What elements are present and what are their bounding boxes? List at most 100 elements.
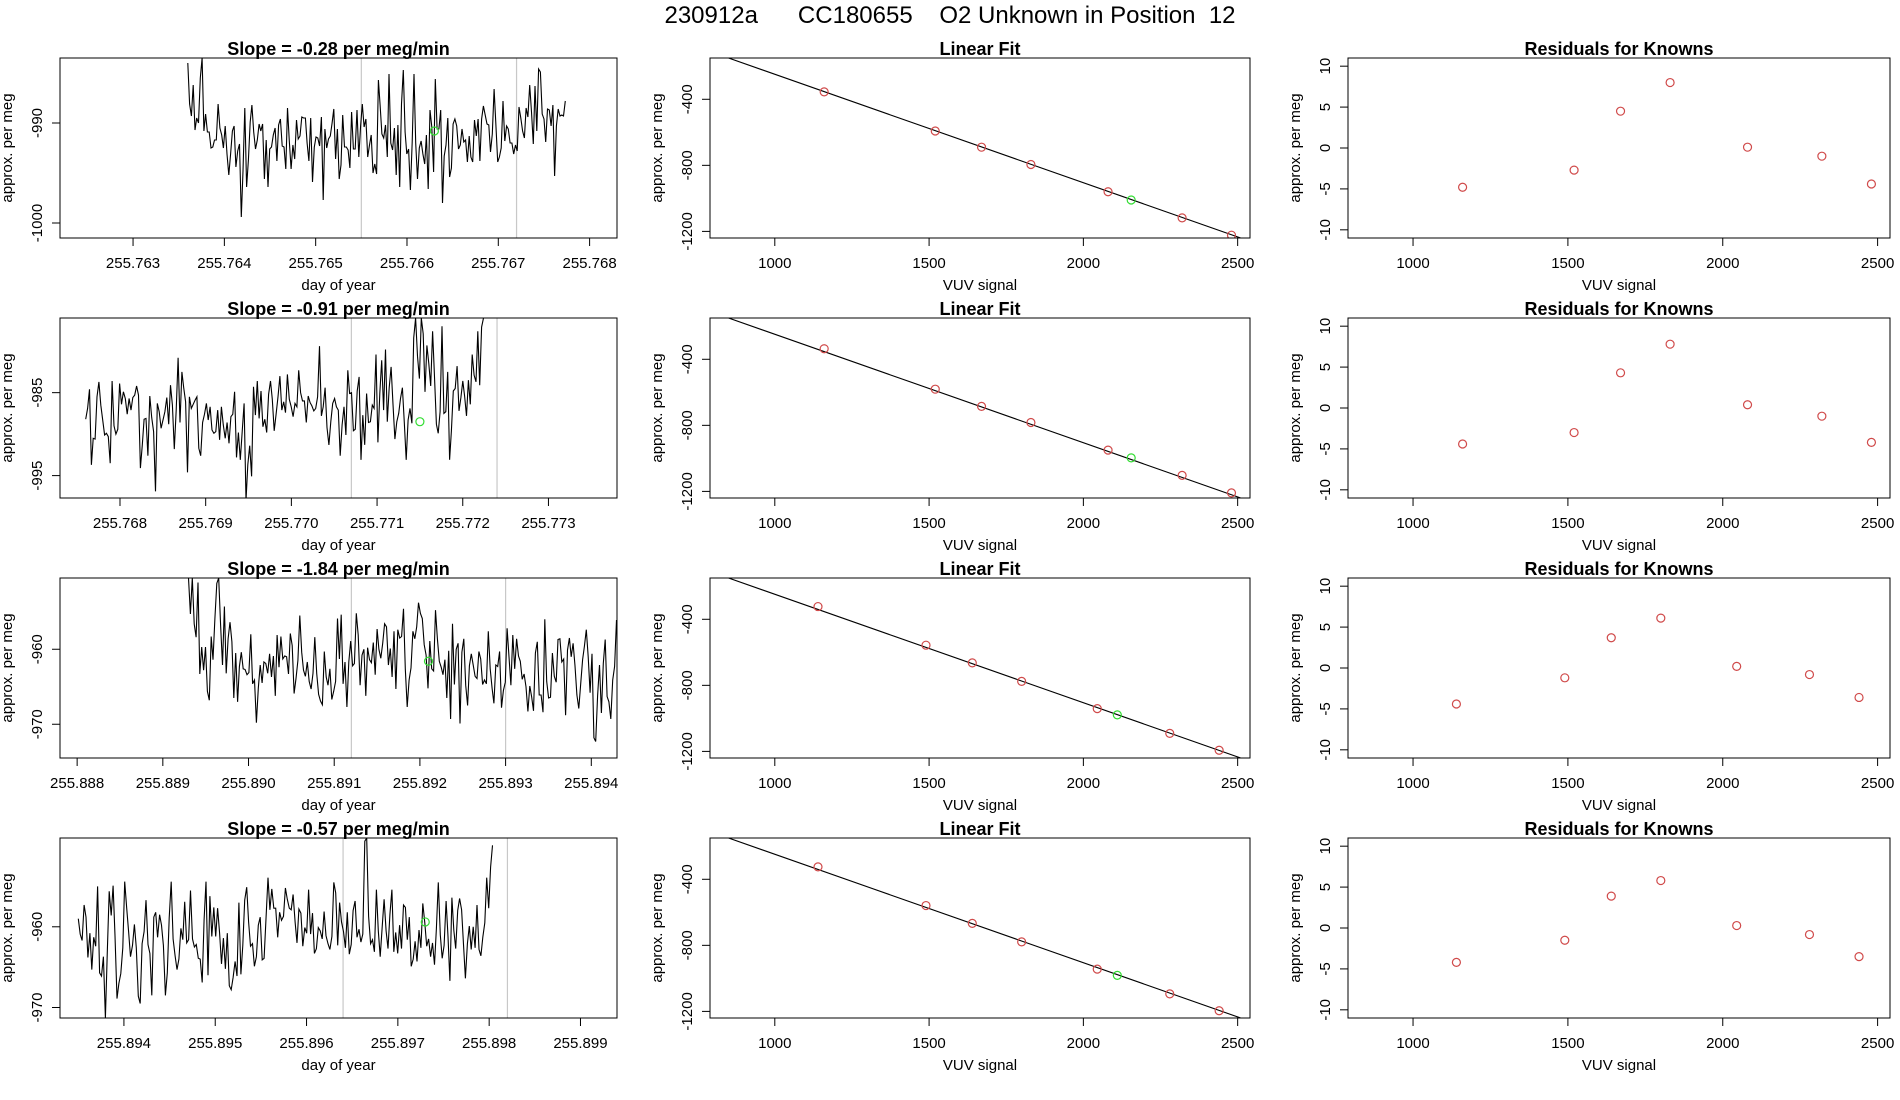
residual-point	[1457, 182, 1468, 192]
x-tick-label: 255.897	[371, 1035, 425, 1052]
residual-point	[1732, 920, 1742, 931]
chart-linear-fit-row2: Linear Fit VUV signal approx. per meg 1000 1…	[649, 299, 1254, 554]
unknown-point	[1112, 710, 1122, 720]
plot-frame	[709, 57, 1251, 239]
unknown-point	[1126, 195, 1136, 205]
y-axis-label: approx. per meg	[649, 873, 666, 982]
y-axis-label: approx. per meg	[1287, 93, 1304, 202]
y-tick-label: 10	[1317, 58, 1334, 75]
residual-point	[1742, 142, 1753, 152]
y-axis-label: approx. per meg	[0, 353, 16, 462]
y-axis-label: approx. per meg	[0, 613, 16, 722]
residual-point	[1569, 427, 1579, 438]
y-axis-label: approx. per meg	[0, 873, 16, 982]
x-tick-label: 255.898	[462, 1035, 516, 1052]
known-point	[1026, 159, 1036, 170]
residual-point	[1742, 400, 1753, 410]
series-line	[85, 318, 485, 498]
y-tick-label: 0	[1317, 664, 1334, 672]
x-axis-label: VUV signal	[943, 537, 1017, 554]
y-tick-label: 5	[1317, 103, 1334, 111]
y-tick-label: -10	[1317, 479, 1334, 501]
known-point	[813, 601, 823, 612]
x-axis-label: day of year	[301, 537, 375, 554]
y-axis-label: approx. per meg	[649, 353, 666, 462]
x-tick-label: 2500	[1221, 515, 1254, 532]
chart-linear-fit-row3: Linear Fit VUV signal approx. per meg 1000 1…	[649, 559, 1254, 814]
chart-linear-fit-row1: Linear Fit VUV signal approx. per meg 1000 1…	[649, 39, 1254, 294]
fit-line	[728, 838, 1241, 1018]
chart-title: Slope = -0.57 per meg/min	[227, 819, 450, 839]
chart-title: Linear Fit	[939, 819, 1020, 839]
x-axis-label: VUV signal	[1582, 537, 1656, 554]
series-line	[187, 578, 617, 742]
chart-title: Linear Fit	[939, 299, 1020, 319]
x-tick-label: 1500	[1551, 1035, 1584, 1052]
x-tick-label: 1000	[1396, 255, 1429, 272]
x-tick-label: 255.895	[188, 1035, 242, 1052]
plot-frame	[1347, 577, 1891, 759]
y-tick-label: -1200	[679, 732, 696, 770]
residual-point	[1615, 106, 1626, 116]
known-point	[1214, 1006, 1224, 1016]
chart-title: Slope = -0.91 per meg/min	[227, 299, 450, 319]
y-tick-label: -970	[29, 709, 46, 739]
x-tick-label: 255.769	[179, 515, 233, 532]
plot-frame	[59, 57, 618, 239]
residual-point	[1665, 339, 1675, 349]
y-axis-label: approx. per meg	[1287, 353, 1304, 462]
chart-title: Residuals for Knowns	[1524, 819, 1713, 839]
plot-frame	[59, 577, 618, 759]
x-tick-label: 1500	[912, 775, 945, 792]
chart-linear-fit-row4: Linear Fit VUV signal approx. per meg 1000 1…	[649, 819, 1254, 1074]
y-tick-label: 10	[1317, 838, 1334, 855]
series-line	[77, 838, 494, 1018]
residual-point	[1804, 669, 1815, 680]
plot-area	[1457, 77, 1877, 192]
unknown-mean-point	[423, 656, 434, 666]
plot-area	[1457, 339, 1877, 449]
y-tick-label: 0	[1317, 404, 1334, 412]
plot-frame	[709, 577, 1251, 759]
residual-point	[1854, 692, 1864, 703]
x-tick-label: 2000	[1067, 255, 1100, 272]
residual-point	[1615, 368, 1626, 378]
y-tick-label: -1200	[679, 472, 696, 510]
known-point	[1177, 213, 1187, 223]
x-tick-label: 2500	[1861, 515, 1894, 532]
y-tick-label: -5	[1317, 182, 1334, 195]
x-tick-label: 255.763	[106, 255, 160, 272]
x-tick-label: 1500	[1551, 515, 1584, 532]
residual-point	[1817, 151, 1827, 161]
chart-title: Slope = -0.28 per meg/min	[227, 39, 450, 59]
x-tick-label: 255.894	[97, 1035, 151, 1052]
x-tick-label: 255.764	[197, 255, 251, 272]
fit-line	[728, 578, 1241, 758]
known-point	[1214, 745, 1224, 755]
y-tick-label: -1200	[679, 212, 696, 250]
x-tick-label: 255.899	[553, 1035, 607, 1052]
y-tick-label: -990	[29, 108, 46, 138]
y-tick-label: -800	[679, 930, 696, 960]
known-point	[1026, 417, 1036, 428]
y-tick-label: 5	[1317, 363, 1334, 371]
unknown-point	[1112, 970, 1122, 980]
y-tick-label: 10	[1317, 318, 1334, 335]
x-tick-label: 2000	[1706, 515, 1739, 532]
x-tick-label: 2000	[1067, 1035, 1100, 1052]
x-tick-label: 2500	[1861, 1035, 1894, 1052]
residual-point	[1451, 957, 1462, 967]
x-tick-label: 1500	[912, 1035, 945, 1052]
plot-area	[77, 838, 509, 1018]
known-point	[930, 384, 940, 394]
y-tick-label: -10	[1317, 999, 1334, 1021]
x-tick-label: 1500	[912, 255, 945, 272]
x-axis-label: VUV signal	[943, 1057, 1017, 1074]
chart-title: Linear Fit	[939, 39, 1020, 59]
x-tick-label: 1500	[912, 515, 945, 532]
x-tick-label: 2000	[1067, 515, 1100, 532]
known-point	[1092, 704, 1102, 714]
chart-title: Residuals for Knowns	[1524, 299, 1713, 319]
x-tick-label: 1000	[1396, 515, 1429, 532]
